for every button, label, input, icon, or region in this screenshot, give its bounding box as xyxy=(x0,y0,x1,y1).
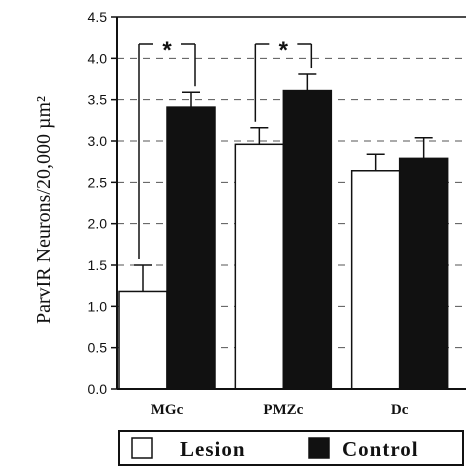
y-axis-label: ParvIR Neurons/20,000 µm² xyxy=(33,96,55,324)
bar-lesion-dc xyxy=(350,170,401,390)
y-tick-label: 3.5 xyxy=(88,92,108,108)
x-category-label: Dc xyxy=(391,402,409,418)
bar-lesion-mgc xyxy=(118,290,168,390)
y-axis: 0.0 0.5 1.0 1.5 2.0 2.5 3.0 3.5 4.0 4.5 xyxy=(88,9,466,397)
significance-star: * xyxy=(162,37,172,64)
legend: Lesion Control xyxy=(118,430,464,466)
legend-label-control: Control xyxy=(342,437,419,461)
significance-brackets: * * xyxy=(138,37,313,259)
significance-star: * xyxy=(279,37,289,64)
bar-control-dc xyxy=(398,157,449,390)
y-tick-label: 4.5 xyxy=(88,9,108,25)
y-tick-label: 4.0 xyxy=(88,50,108,66)
y-tick-label: 2.5 xyxy=(88,174,108,190)
y-tick-label: 3.0 xyxy=(88,133,108,149)
y-tick-label: 0.5 xyxy=(88,340,108,356)
x-category-label: PMZc xyxy=(263,402,303,418)
legend-swatch-lesion xyxy=(131,437,153,459)
bar-lesion-pmzc xyxy=(234,143,285,390)
x-category-label: MGc xyxy=(151,402,184,418)
x-axis: MGc PMZc Dc xyxy=(117,388,466,418)
y-tick-label: 0.0 xyxy=(88,381,108,397)
legend-swatch-control xyxy=(308,437,330,459)
y-tick-label: 2.0 xyxy=(88,216,108,232)
y-tick-label: 1.0 xyxy=(88,298,108,314)
bar-control-pmzc xyxy=(282,89,333,390)
legend-label-lesion: Lesion xyxy=(180,437,246,461)
y-tick-label: 1.5 xyxy=(88,257,108,273)
legend-frame xyxy=(118,430,464,466)
bars xyxy=(118,73,449,390)
bar-control-mgc xyxy=(166,106,216,390)
